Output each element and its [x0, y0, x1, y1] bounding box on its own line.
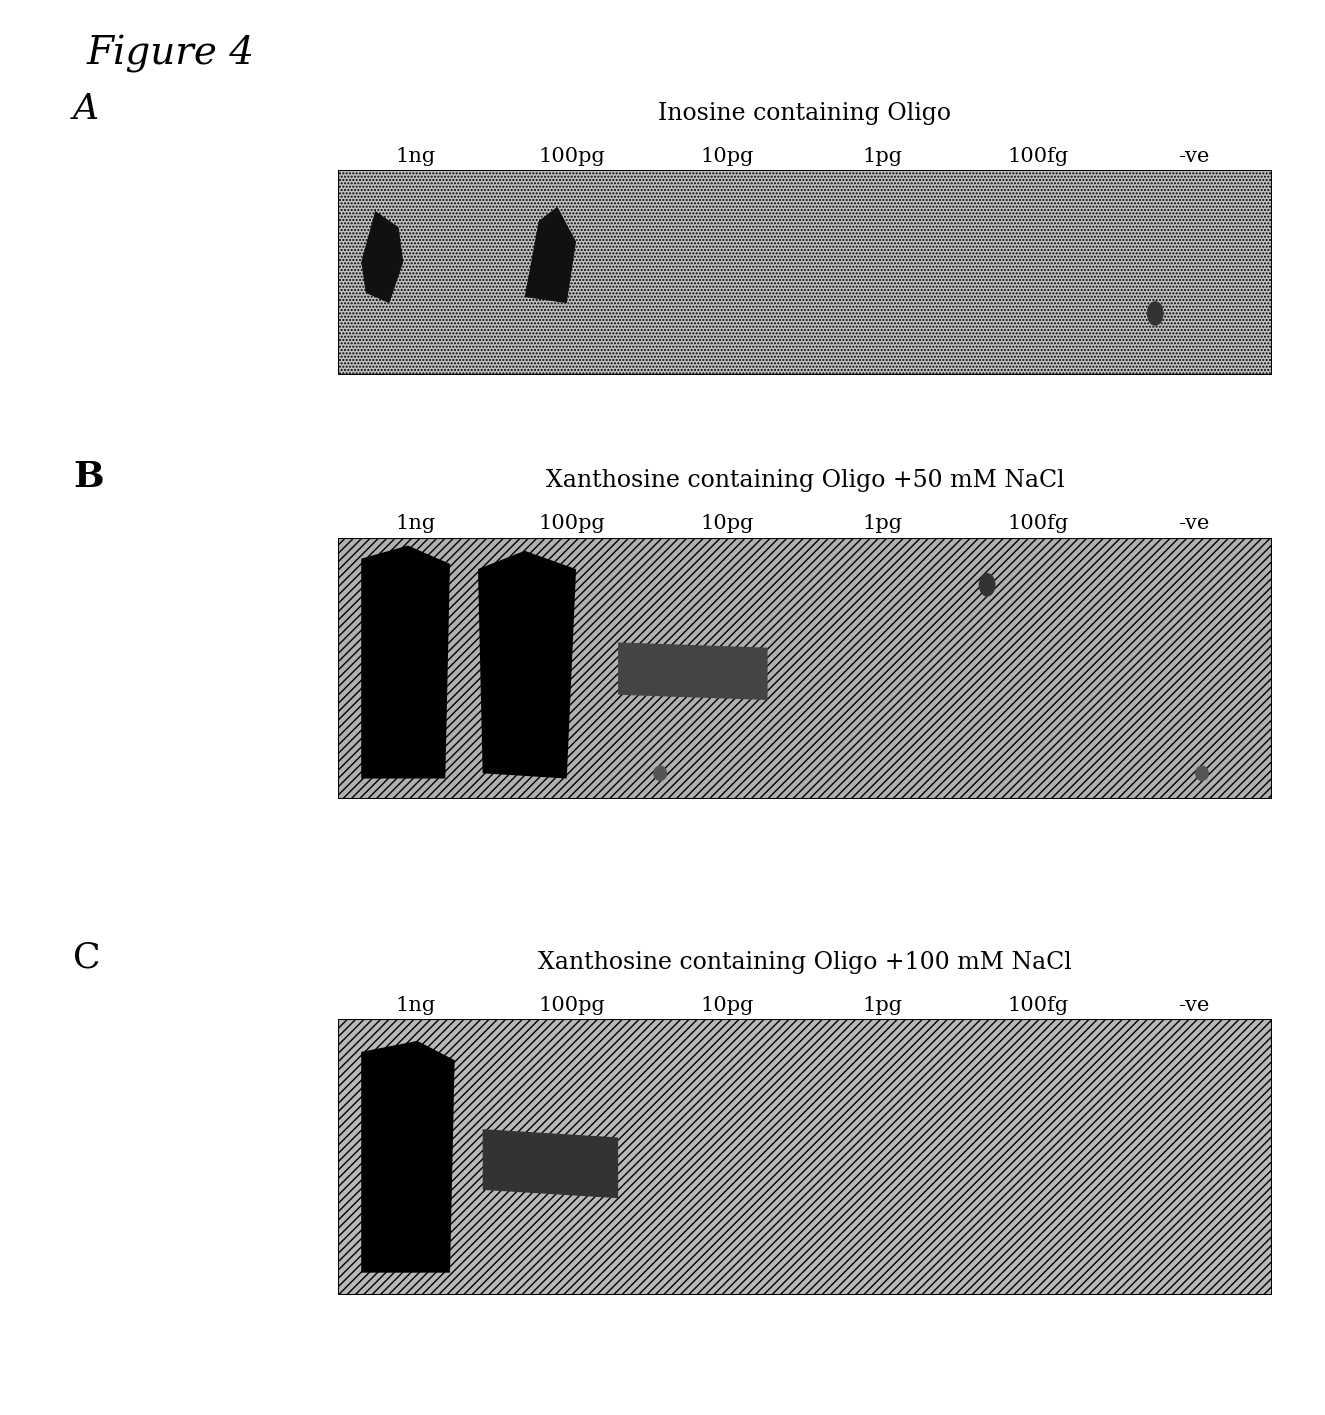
- Polygon shape: [525, 207, 576, 303]
- Polygon shape: [362, 546, 450, 778]
- Text: Figure 4: Figure 4: [86, 35, 254, 74]
- Text: C: C: [73, 941, 101, 975]
- Text: 100fg: 100fg: [1008, 147, 1069, 166]
- Text: -ve: -ve: [1178, 147, 1210, 166]
- Polygon shape: [362, 211, 403, 303]
- Text: Xanthosine containing Oligo +100 mM NaCl: Xanthosine containing Oligo +100 mM NaCl: [538, 951, 1072, 974]
- Text: 1ng: 1ng: [396, 996, 436, 1015]
- Ellipse shape: [1147, 301, 1163, 325]
- Text: 100fg: 100fg: [1008, 515, 1069, 533]
- Ellipse shape: [979, 573, 995, 597]
- Text: 10pg: 10pg: [701, 515, 754, 533]
- Text: Xanthosine containing Oligo +50 mM NaCl: Xanthosine containing Oligo +50 mM NaCl: [546, 470, 1064, 492]
- Text: 100pg: 100pg: [538, 515, 604, 533]
- Text: 1pg: 1pg: [863, 147, 902, 166]
- Text: A: A: [73, 92, 99, 126]
- Text: 10pg: 10pg: [701, 147, 754, 166]
- Text: 100fg: 100fg: [1008, 996, 1069, 1015]
- Polygon shape: [482, 1129, 617, 1199]
- Ellipse shape: [1195, 766, 1208, 781]
- Text: B: B: [73, 460, 103, 494]
- Text: 1pg: 1pg: [863, 515, 902, 533]
- Text: 100pg: 100pg: [538, 996, 604, 1015]
- Polygon shape: [478, 550, 576, 778]
- Text: 1pg: 1pg: [863, 996, 902, 1015]
- Text: 100pg: 100pg: [538, 147, 604, 166]
- Ellipse shape: [653, 766, 668, 781]
- Text: 1ng: 1ng: [396, 147, 436, 166]
- Text: -ve: -ve: [1178, 515, 1210, 533]
- Text: 1ng: 1ng: [396, 515, 436, 533]
- Polygon shape: [617, 642, 767, 700]
- Polygon shape: [362, 1041, 454, 1272]
- Text: Inosine containing Oligo: Inosine containing Oligo: [659, 102, 951, 125]
- Text: -ve: -ve: [1178, 996, 1210, 1015]
- Text: 10pg: 10pg: [701, 996, 754, 1015]
